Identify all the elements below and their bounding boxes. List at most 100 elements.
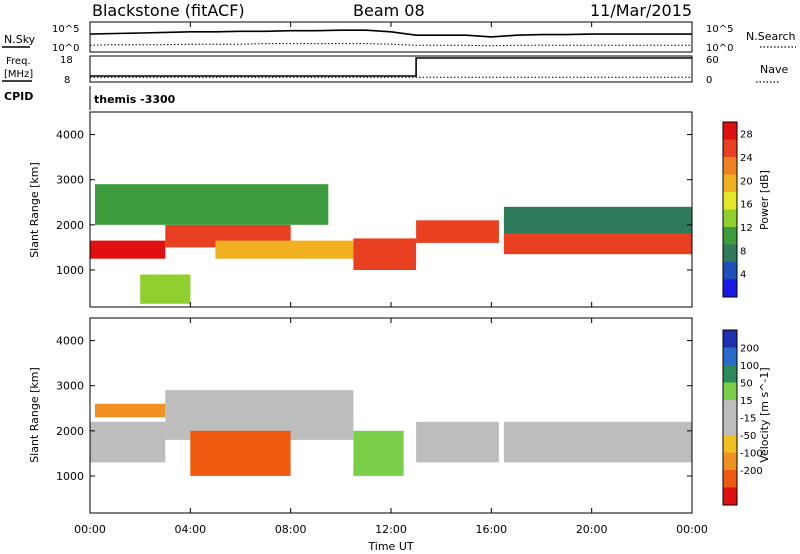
date-title: 11/Mar/2015 bbox=[590, 1, 692, 20]
nave-label: Nave bbox=[760, 63, 788, 76]
velocity-colorbar-segment bbox=[723, 452, 737, 470]
velocity-band bbox=[90, 421, 166, 463]
velocity-yticks: 1000 2000 3000 4000 bbox=[56, 335, 692, 483]
freq-tick-bottom: 8 bbox=[64, 75, 70, 86]
power-band bbox=[215, 240, 354, 259]
cpid-value: themis -3300 bbox=[94, 93, 176, 106]
power-band bbox=[95, 184, 329, 225]
power-colorbar-tick: 4 bbox=[740, 270, 746, 281]
velocity-colorbar-tick: -50 bbox=[740, 431, 756, 442]
station-title: Blackstone (fitACF) bbox=[92, 1, 245, 20]
y-tick-label: 4000 bbox=[56, 129, 84, 142]
velocity-colorbar-tick: -15 bbox=[740, 414, 756, 425]
power-colorbar-tick: 8 bbox=[740, 246, 746, 257]
x-tick-label: 00:00 bbox=[676, 523, 708, 536]
power-ylabel: Slant Range [km] bbox=[28, 162, 41, 258]
nsky-panel: N.Sky 10^5 10^0 10^5 10^0 N.Search bbox=[2, 21, 796, 54]
power-cells bbox=[90, 184, 692, 304]
nsearch-series-line bbox=[89, 43, 692, 47]
velocity-colorbar-segment bbox=[723, 330, 737, 348]
power-colorbar-tick: 16 bbox=[740, 200, 753, 211]
power-colorbar-segment bbox=[723, 244, 737, 262]
velocity-band bbox=[416, 421, 499, 463]
velocity-colorbar-segment bbox=[723, 417, 737, 435]
freq-tick-top: 18 bbox=[60, 55, 73, 66]
velocity-colorbar: 200 100 50 15 -15 -50 -100 -200 bbox=[722, 329, 763, 506]
cpid-label: CPID bbox=[4, 90, 33, 103]
nsearch-tick-bottom: 10^0 bbox=[706, 43, 733, 54]
power-colorbar-segment bbox=[723, 174, 737, 192]
freq-lines bbox=[90, 57, 692, 78]
y-tick-label: 3000 bbox=[56, 380, 84, 393]
power-band bbox=[90, 240, 166, 259]
x-tick-label: 04:00 bbox=[174, 523, 206, 536]
power-colorbar-segment bbox=[723, 192, 737, 210]
power-band bbox=[503, 233, 692, 255]
nsky-lines bbox=[89, 29, 692, 47]
y-tick-label: 1000 bbox=[56, 264, 84, 277]
velocity-colorbar-title: Velocity [m s^-1] bbox=[758, 367, 771, 462]
velocity-band bbox=[353, 430, 404, 476]
velocity-colorbar-segment bbox=[723, 400, 737, 418]
velocity-cells bbox=[90, 390, 692, 476]
power-colorbar-segment bbox=[723, 279, 737, 297]
power-band bbox=[353, 238, 417, 270]
velocity-band bbox=[503, 421, 692, 463]
velocity-colorbar-tick: 100 bbox=[740, 361, 759, 372]
power-colorbar-segment bbox=[723, 122, 737, 140]
power-colorbar-tick: 28 bbox=[740, 130, 753, 141]
freq-frame bbox=[89, 55, 693, 83]
nsearch-tick-top: 10^5 bbox=[706, 24, 733, 35]
power-band bbox=[140, 274, 191, 304]
velocity-panel: 1000 2000 3000 4000 Slant Range [km] bbox=[28, 317, 693, 514]
power-colorbar-tick: 12 bbox=[740, 223, 753, 234]
velocity-colorbar-tick: 15 bbox=[740, 396, 753, 407]
power-colorbar-tick: 24 bbox=[740, 153, 753, 164]
y-tick-label: 2000 bbox=[56, 425, 84, 438]
velocity-colorbar-segment bbox=[723, 470, 737, 488]
nsearch-label: N.Search bbox=[746, 30, 796, 43]
nsky-tick-bottom: 10^0 bbox=[52, 43, 79, 54]
velocity-colorbar-segment bbox=[723, 365, 737, 383]
velocity-colorbar-tick: -100 bbox=[740, 449, 763, 460]
x-axis-label: Time UT bbox=[367, 540, 413, 553]
velocity-colorbar-segment bbox=[723, 487, 737, 505]
cpid-row: CPID themis -3300 bbox=[4, 86, 176, 110]
x-tick-label: 08:00 bbox=[275, 523, 307, 536]
x-tick-label: 00:00 bbox=[74, 523, 106, 536]
y-tick-label: 1000 bbox=[56, 470, 84, 483]
beam-title: Beam 08 bbox=[353, 1, 425, 20]
power-colorbar-segment bbox=[723, 227, 737, 245]
x-tick-label: 16:00 bbox=[475, 523, 507, 536]
power-band bbox=[503, 206, 692, 234]
freq-label: Freq. bbox=[6, 56, 31, 67]
x-tick-label: 12:00 bbox=[375, 523, 407, 536]
velocity-ylabel: Slant Range [km] bbox=[28, 367, 41, 463]
velocity-colorbar-frame bbox=[722, 329, 738, 506]
power-colorbar-segment bbox=[723, 157, 737, 175]
y-tick-label: 4000 bbox=[56, 335, 84, 348]
nsky-label: N.Sky bbox=[4, 33, 36, 46]
freq-unit: [MHz] bbox=[4, 69, 33, 80]
x-tick-label: 20:00 bbox=[576, 523, 608, 536]
power-colorbar: 4 8 12 16 20 24 28 bbox=[722, 121, 753, 298]
power-colorbar-segment bbox=[723, 209, 737, 227]
power-yticks: 1000 2000 3000 4000 bbox=[56, 129, 692, 277]
velocity-colorbar-segment bbox=[723, 382, 737, 400]
nave-tick-bottom: 0 bbox=[706, 75, 712, 86]
power-panel: 1000 2000 3000 4000 Slant Range [km] bbox=[28, 111, 693, 308]
nave-tick-top: 60 bbox=[706, 55, 719, 66]
power-colorbar-segment bbox=[723, 139, 737, 157]
y-tick-label: 3000 bbox=[56, 174, 84, 187]
x-axis: 00:00 04:00 08:00 12:00 16:00 20:00 00:00 bbox=[74, 22, 708, 536]
power-colorbar-tick: 20 bbox=[740, 176, 753, 187]
velocity-colorbar-segment bbox=[723, 347, 737, 365]
velocity-band bbox=[190, 430, 291, 476]
nsky-series-line bbox=[89, 29, 692, 38]
velocity-colorbar-segment bbox=[723, 435, 737, 453]
y-tick-label: 2000 bbox=[56, 219, 84, 232]
power-colorbar-segment bbox=[723, 262, 737, 280]
velocity-colorbar-tick: 200 bbox=[740, 344, 759, 355]
freq-panel: Freq. [MHz] 18 8 60 0 Nave bbox=[2, 55, 788, 86]
freq-series-line bbox=[90, 57, 692, 77]
